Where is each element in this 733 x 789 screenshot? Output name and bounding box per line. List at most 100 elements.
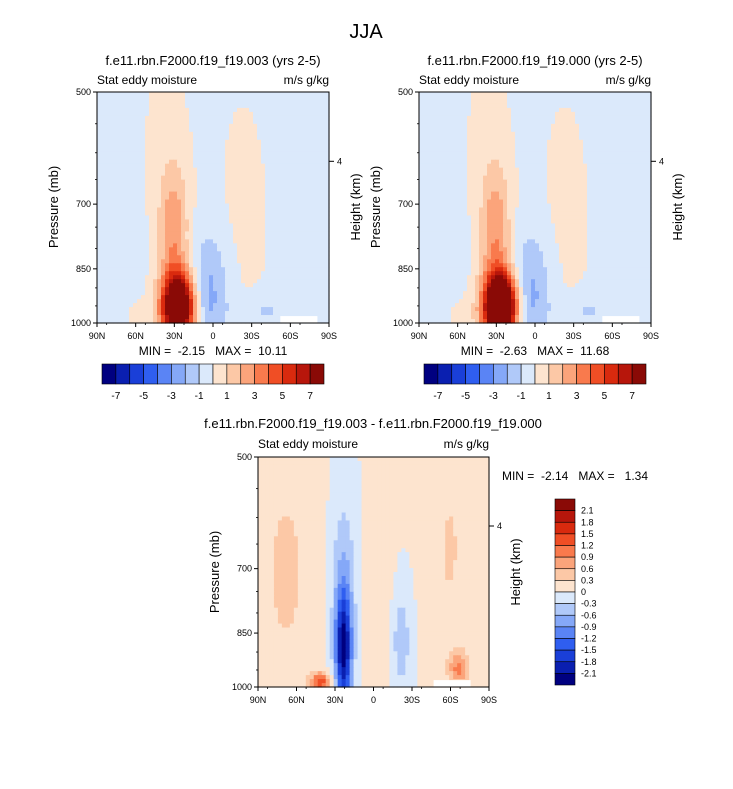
field-cell <box>129 215 134 220</box>
field-cell <box>587 184 592 189</box>
field-cell <box>543 144 548 149</box>
field-cell <box>273 211 278 216</box>
field-cell <box>157 211 162 216</box>
field-cell <box>563 164 568 169</box>
field-cell <box>321 251 326 256</box>
field-cell <box>559 100 564 105</box>
field-cell <box>499 108 504 113</box>
field-cell <box>439 144 444 149</box>
field-cell <box>281 124 286 129</box>
field-cell <box>281 311 286 316</box>
field-cell <box>117 279 122 284</box>
field-cell <box>257 283 262 288</box>
field-cell <box>117 219 122 224</box>
field-cell <box>117 259 122 264</box>
field-cell <box>113 275 118 280</box>
field-cell <box>213 132 218 137</box>
field-cell <box>113 152 118 157</box>
field-cell <box>539 184 544 189</box>
field-cell <box>313 152 318 157</box>
field-cell <box>277 215 282 220</box>
field-cell <box>109 275 114 280</box>
field-cell <box>639 172 644 177</box>
field-cell <box>321 156 326 161</box>
field-cell <box>273 283 278 288</box>
field-cell <box>297 235 302 240</box>
field-cell <box>611 192 616 197</box>
field-cell <box>547 152 552 157</box>
field-cell <box>579 104 584 109</box>
field-cell <box>571 104 576 109</box>
field-cell <box>475 140 480 145</box>
field-cell <box>141 235 146 240</box>
field-cell <box>197 239 202 244</box>
field-cell <box>149 96 154 101</box>
field-cell <box>289 215 294 220</box>
field-cell <box>599 96 604 101</box>
field-cell <box>281 116 286 121</box>
field-cell <box>289 299 294 304</box>
field-cell <box>197 247 202 252</box>
field-cell <box>169 227 174 232</box>
field-cell <box>313 204 318 209</box>
field-cell <box>197 96 202 101</box>
field-cell <box>133 251 138 256</box>
field-cell <box>101 303 106 308</box>
field-cell <box>125 176 130 181</box>
field-cell <box>305 120 310 125</box>
colorbar-tick-label: 5 <box>280 391 286 402</box>
field-cell <box>313 172 318 177</box>
field-cell <box>555 148 560 153</box>
field-cell <box>117 267 122 272</box>
field-cell <box>309 231 314 236</box>
field-cell <box>201 311 206 316</box>
field-cell <box>603 96 608 101</box>
field-cell <box>531 140 536 145</box>
field-cell <box>169 180 174 185</box>
field-cell <box>599 168 604 173</box>
field-cell <box>301 283 306 288</box>
field-cell <box>125 211 130 216</box>
field-cell <box>125 219 130 224</box>
field-cell <box>97 160 102 165</box>
field-cell <box>519 120 524 125</box>
field-cell <box>133 231 138 236</box>
field-cell <box>121 223 126 228</box>
field-cell <box>635 92 640 97</box>
field-cell <box>507 144 512 149</box>
field-cell <box>169 120 174 125</box>
field-cell <box>157 124 162 129</box>
field-cell <box>297 263 302 268</box>
field-cell <box>539 152 544 157</box>
field-cell <box>149 104 154 109</box>
field-cell <box>225 267 230 272</box>
field-cell <box>161 299 166 304</box>
field-cell <box>241 204 246 209</box>
field-cell <box>265 315 270 320</box>
field-cell <box>173 291 178 296</box>
field-cell <box>121 255 126 260</box>
field-cell <box>101 160 106 165</box>
field-cell <box>241 184 246 189</box>
field-cell <box>623 176 628 181</box>
field-cell <box>153 231 158 236</box>
field-cell <box>471 152 476 157</box>
field-cell <box>165 180 170 185</box>
field-cell <box>571 172 576 177</box>
field-cell <box>189 239 194 244</box>
field-cell <box>237 96 242 101</box>
field-cell <box>97 172 102 177</box>
field-cell <box>269 235 274 240</box>
field-cell <box>305 148 310 153</box>
field-cell <box>447 92 452 97</box>
field-cell <box>177 184 182 189</box>
field-cell <box>511 180 516 185</box>
field-cell <box>253 152 258 157</box>
field-cell <box>495 168 500 173</box>
field-cell <box>575 168 580 173</box>
field-cell <box>579 164 584 169</box>
field-cell <box>455 152 460 157</box>
field-cell <box>121 303 126 308</box>
field-cell <box>277 227 282 232</box>
